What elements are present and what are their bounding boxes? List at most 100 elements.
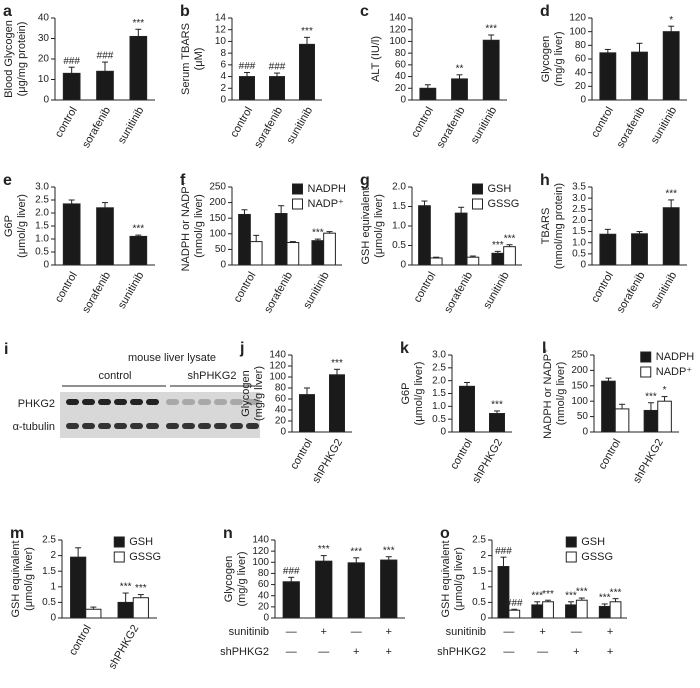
significance: *** (132, 18, 144, 29)
legend-swatch (565, 536, 577, 548)
factor-level: + (353, 646, 359, 658)
significance: *** (492, 240, 504, 251)
x-tick-label: control (448, 437, 475, 472)
y-axis-label: GSH equivalent (10, 540, 22, 617)
y-tick-label: 120 (269, 361, 286, 372)
y-tick-label: 2.0 (572, 215, 586, 226)
band (130, 423, 143, 429)
legend-swatch (472, 198, 483, 210)
bar (459, 385, 475, 433)
panel-label: b (180, 3, 190, 20)
x-tick-label: control (409, 105, 436, 140)
y-tick-label: 100 (269, 372, 286, 383)
legend-swatch (472, 183, 483, 195)
y-tick-label: 50 (215, 244, 227, 255)
y-tick-label: 120 (389, 24, 406, 35)
panel-label: h (540, 172, 550, 189)
band (230, 399, 243, 405)
y-tick-label: 1.0 (572, 237, 586, 248)
y-axis-label: (nmol/g liver) (193, 194, 205, 258)
y-tick-label: 0.5 (472, 597, 486, 608)
y-tick-label: 8 (220, 48, 226, 59)
bar (609, 601, 622, 619)
bar (269, 76, 285, 101)
y-tick-label: 0 (580, 260, 586, 271)
y-tick-label: 20 (575, 81, 587, 92)
y-tick-label: 2.0 (432, 375, 446, 386)
y-axis-label: ALT (IU/l) (370, 36, 382, 82)
y-tick-label: 140 (252, 535, 269, 546)
panel-label: e (3, 172, 12, 189)
y-tick-label: 100 (389, 36, 406, 47)
y-tick-label: 10 (215, 36, 227, 47)
band (146, 423, 159, 429)
y-tick-label: 100 (569, 26, 586, 37)
significance: ** (456, 63, 464, 74)
legend-label: NADP⁺ (656, 366, 693, 378)
legend-label: GSH (581, 536, 605, 548)
factor-level: — (537, 646, 548, 658)
factor-level: + (573, 646, 579, 658)
band (166, 399, 179, 405)
factor-level: — (286, 646, 297, 658)
y-tick-label: 200 (209, 197, 226, 208)
y-axis-label: (nmol/mg protein) (553, 183, 565, 269)
x-tick-label: sorafenib (442, 270, 475, 315)
bar (503, 246, 516, 266)
x-tick-label: shPHKG2 (631, 437, 666, 485)
band (166, 423, 179, 429)
significance: *** (504, 233, 516, 244)
y-axis-label: G6P (400, 382, 412, 404)
western-blot: i mouse liver lysate control shPHKG2 PHK… (4, 341, 260, 438)
legend-label: GSSG (488, 198, 520, 210)
band (98, 423, 111, 429)
significance: *** (576, 587, 588, 598)
band (146, 399, 159, 405)
y-tick-label: 14 (215, 13, 227, 24)
significance: *** (135, 583, 147, 594)
significance: *** (301, 26, 313, 37)
bar (380, 559, 398, 619)
bar (132, 597, 149, 619)
panel-label: f (180, 172, 186, 189)
panel-label: l (542, 340, 546, 357)
significance: *** (491, 400, 503, 411)
x-tick-label: shPHKG2 (310, 437, 345, 485)
y-axis-label: G6P (3, 215, 15, 237)
y-tick-label: 20 (258, 601, 270, 612)
y-tick-label: 0.5 (432, 414, 446, 425)
y-axis-label: Glycogen (540, 36, 552, 82)
y-tick-label: 40 (575, 67, 587, 78)
y-tick-label: 2.5 (432, 362, 446, 373)
row-label: PHKG2 (18, 398, 55, 410)
bar (286, 242, 300, 266)
y-tick-label: 0.5 (35, 247, 49, 258)
x-tick-label: sunitinib (649, 270, 680, 311)
bar (129, 35, 148, 101)
x-tick-label: sunitinib (469, 105, 500, 146)
bar (315, 560, 333, 619)
y-tick-label: 0 (263, 613, 269, 624)
x-tick-label: sunitinib (301, 270, 332, 311)
legend-label: NADPH (656, 351, 695, 363)
x-tick-label: sorafenib (615, 270, 648, 315)
y-tick-label: 80 (395, 48, 407, 59)
y-tick-label: 3.0 (432, 350, 446, 361)
significance: ### (63, 56, 80, 67)
y-tick-label: 2.0 (392, 182, 406, 193)
panel-label: m (10, 525, 24, 542)
bar (466, 256, 480, 266)
band (114, 423, 127, 429)
bar (96, 70, 114, 101)
y-tick-label: 1.5 (42, 566, 56, 577)
legend-swatch (565, 551, 577, 563)
y-axis-label: TBARS (540, 208, 552, 245)
x-tick-label: control (288, 437, 315, 472)
x-tick-label: sorafenib (262, 270, 295, 315)
significance: ### (239, 61, 256, 72)
y-tick-label: 20 (275, 416, 287, 427)
significance: *** (120, 582, 132, 593)
bar (429, 257, 443, 266)
y-tick-label: 20 (38, 54, 50, 65)
